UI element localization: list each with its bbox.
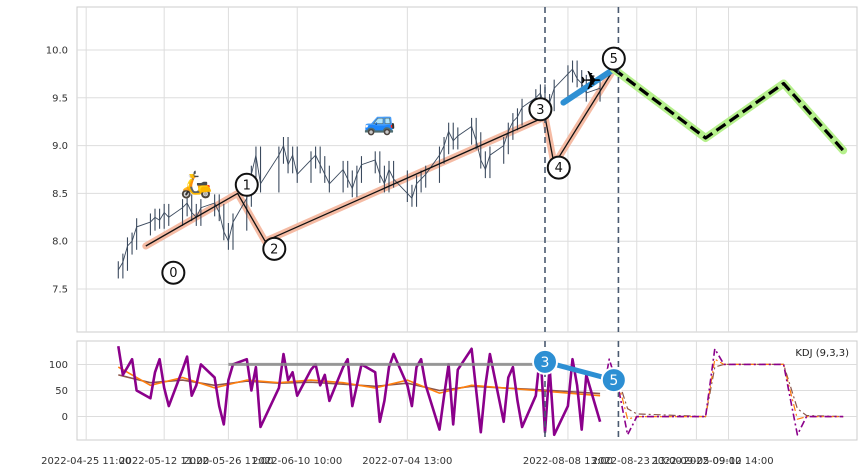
- x-tick-label: 2022-09-05 09:00: [651, 456, 741, 467]
- wave-label: 2: [270, 242, 278, 257]
- airplane-icon: ✈: [580, 67, 602, 97]
- kdj-ytick-label: 100: [49, 360, 68, 371]
- wave-label-circle: [528, 97, 553, 122]
- price-ytick-label: 10.0: [46, 46, 68, 57]
- price-panel: 7.5 8.0 8.5 9.0 9.5 10.0 🛵 🚙 ✈ 0 1 2 3 4 5: [46, 6, 858, 333]
- kdj-marker-label: 3: [541, 355, 550, 371]
- x-tick-label: 2022-08-08 13:00: [523, 456, 613, 467]
- x-tick-label: 2022-06-10 10:00: [252, 456, 342, 467]
- forecast-line: [612, 67, 845, 152]
- wave-label-circle: [546, 155, 571, 180]
- kdj-ytick-label: 50: [55, 386, 68, 397]
- x-tick-label: 2022-05-12 11:00: [119, 456, 209, 467]
- price-line: [117, 68, 601, 271]
- price-ytick-label: 9.0: [52, 141, 68, 152]
- price-ytick-label: 8.0: [52, 237, 68, 248]
- kdj-k-line: [117, 366, 601, 397]
- x-tick-label: 2022-09-12 14:00: [683, 456, 773, 467]
- x-tick-label: 2022-07-04 13:00: [362, 456, 452, 467]
- wave-label: 0: [169, 266, 177, 281]
- kdj-panel: 0 50 100 3 5 KDJ (9,3,3): [49, 340, 858, 441]
- wave-label: 5: [610, 52, 618, 67]
- wave-label: 1: [243, 178, 251, 193]
- kdj-marker-circle: [532, 348, 558, 375]
- price-ytick-label: 8.5: [52, 189, 68, 200]
- kdj-k-forecast-line: [604, 358, 844, 420]
- kdj-legend: KDJ (9,3,3): [795, 348, 849, 359]
- wave-label-circle: [234, 172, 259, 197]
- kdj-marker-circle: [600, 367, 627, 394]
- kdj-marker-label: 5: [609, 373, 618, 389]
- price-ytick-label: 9.5: [52, 93, 68, 104]
- wave-label-circle: [262, 236, 287, 261]
- price-ytick-label: 7.5: [52, 284, 68, 295]
- x-tick-label: 2022-04-25 11:00: [41, 456, 131, 467]
- wave-highlight: [560, 66, 617, 106]
- price-plot-area: [76, 6, 858, 333]
- x-tick-label: 2022-08-23 13:00: [592, 456, 682, 467]
- wave-label-circle: [601, 46, 626, 71]
- wave-label: 3: [536, 103, 544, 118]
- wave-line: [145, 68, 615, 247]
- car-icon: 🚙: [364, 107, 396, 137]
- wave-label: 4: [555, 161, 563, 176]
- scooter-icon: 🛵: [180, 170, 212, 200]
- x-tick-label: 2022-05-26 11:00: [183, 456, 273, 467]
- wave-label-circle: [161, 260, 186, 285]
- kdj-ytick-label: 0: [62, 412, 68, 423]
- kdj-j-line: [117, 345, 602, 437]
